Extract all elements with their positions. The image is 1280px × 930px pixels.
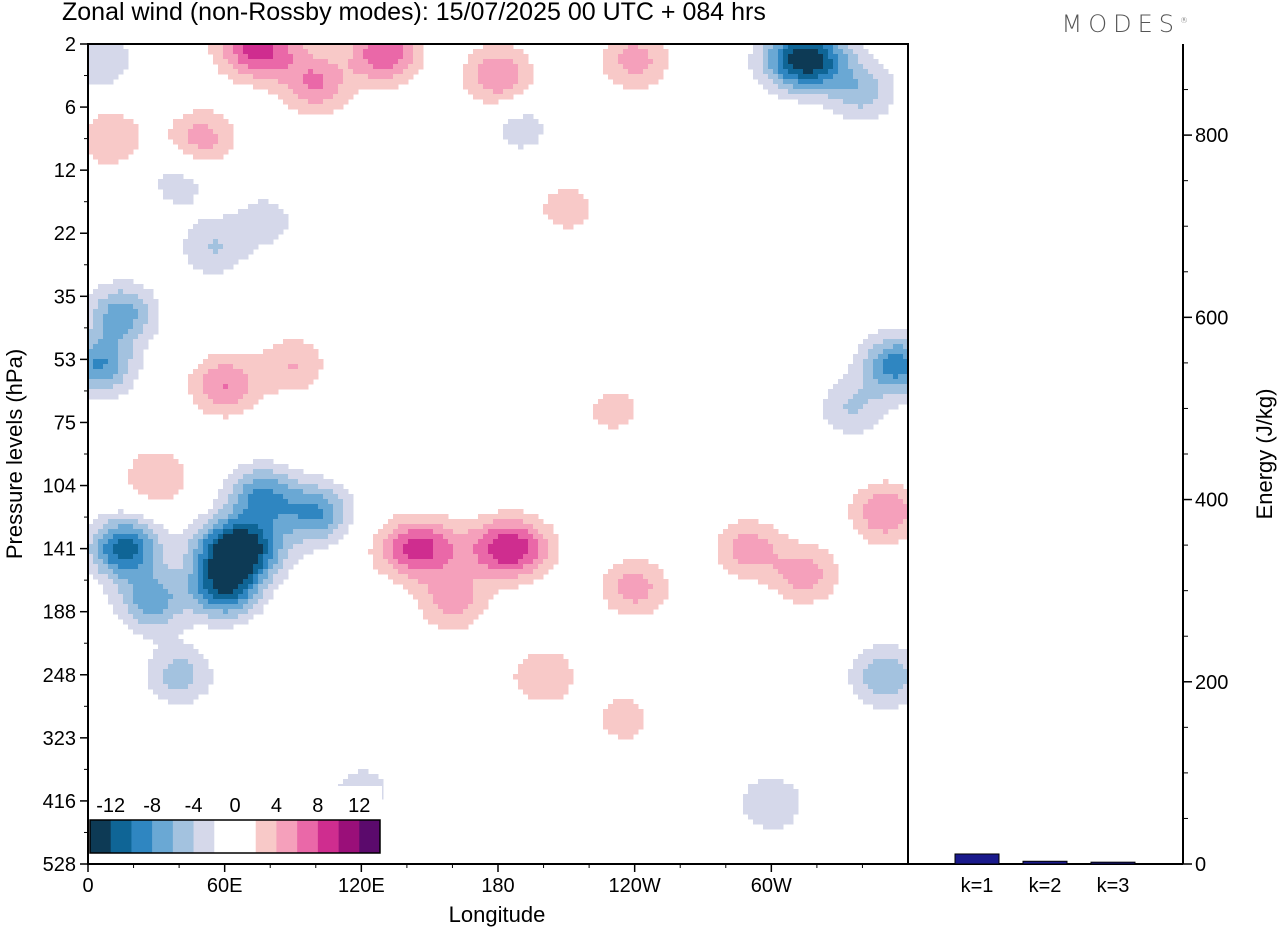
colorbar-swatch [131, 820, 153, 853]
energy-tick-label: 400 [1195, 490, 1228, 512]
colorbar-tick-label: -12 [96, 795, 125, 817]
energy-tick-label: 600 [1195, 307, 1228, 329]
x-tick-label: 0 [82, 875, 93, 897]
colorbar-tick-label: -4 [185, 795, 203, 817]
brand-text: MODES [1061, 10, 1180, 38]
energy-tick-label: 0 [1195, 854, 1206, 876]
energy-bar [1090, 861, 1136, 865]
colorbar-swatch [235, 820, 257, 853]
modes-logo: MODES® [1061, 10, 1188, 38]
colorbar-swatch [338, 820, 360, 853]
y-tick-label: 53 [54, 349, 76, 371]
y-tick-label: 75 [54, 412, 76, 434]
colorbar-swatch [359, 820, 381, 853]
colorbar-swatch [214, 820, 236, 853]
colorbar-swatch [317, 820, 339, 853]
x-axis-title: Longitude [449, 902, 546, 927]
colorbar-swatch [255, 820, 277, 853]
colorbar-swatch [90, 820, 112, 853]
energy-bar [1022, 860, 1068, 865]
colorbar: -12 -8 -4 0 4 8 12 [88, 786, 382, 858]
colorbar-swatch [172, 820, 194, 853]
energy-category-label: k=1 [961, 875, 994, 897]
colorbar-tick-label: -8 [143, 795, 161, 817]
x-tick-label: 60W [751, 875, 792, 897]
colorbar-swatch [110, 820, 132, 853]
y-tick-label: 248 [43, 665, 76, 687]
energy-category-label: k=2 [1029, 875, 1062, 897]
colorbar-swatch [193, 820, 215, 853]
y-tick-label: 12 [54, 160, 76, 182]
y-tick-label: 416 [43, 791, 76, 813]
x-tick-label: 60E [207, 875, 243, 897]
colorbar-tick-label: 0 [229, 795, 240, 817]
energy-tick-label: 800 [1195, 125, 1228, 147]
y-tick-label: 6 [65, 97, 76, 119]
y-tick-label: 22 [54, 223, 76, 245]
colorbar-swatch [297, 820, 319, 853]
heatmap-field [88, 44, 908, 864]
colorbar-tick-label: 8 [312, 795, 323, 817]
colorbar-tick-label: 12 [348, 795, 370, 817]
energy-tick-label: 200 [1195, 672, 1228, 694]
y-tick-label: 104 [43, 476, 76, 498]
x-tick-label: 120W [609, 875, 661, 897]
energy-bar-chart: 0 200 400 600 800 Energy (J/kg) k=1 k=2 k=3 [908, 44, 1277, 897]
y-tick-label: 323 [43, 728, 76, 750]
y-tick-label: 2 [65, 34, 76, 56]
energy-category-label: k=3 [1097, 875, 1130, 897]
colorbar-swatch [152, 820, 174, 853]
chart-title: Zonal wind (non-Rossby modes): 15/07/202… [62, 0, 766, 26]
y-axis-title: Pressure levels (hPa) [2, 349, 27, 559]
x-tick-label: 180 [481, 875, 514, 897]
colorbar-tick-label: 4 [271, 795, 282, 817]
x-tick-label: 120E [338, 875, 385, 897]
y-tick-label: 188 [43, 602, 76, 624]
energy-bar [954, 853, 1000, 865]
y-tick-label: 35 [54, 286, 76, 308]
y-tick-label: 141 [43, 539, 76, 561]
energy-axis-title: Energy (J/kg) [1252, 389, 1277, 520]
colorbar-swatch [276, 820, 298, 853]
y-tick-label: 528 [43, 854, 76, 876]
